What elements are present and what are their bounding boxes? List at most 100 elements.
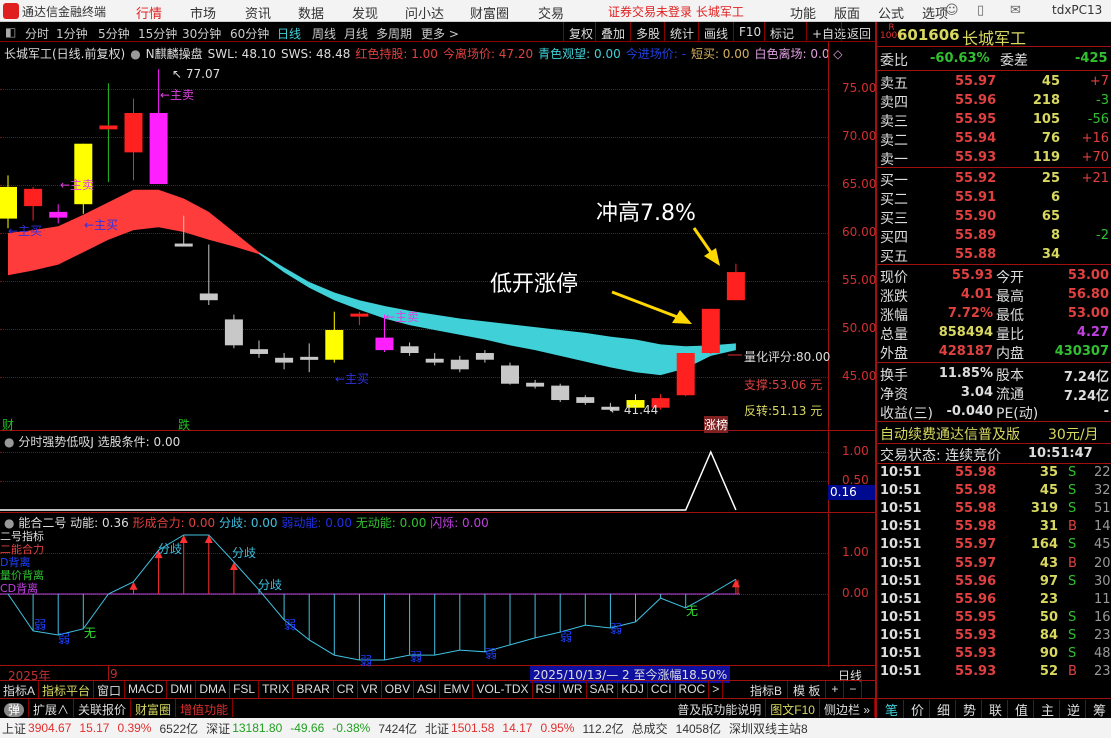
book-price[interactable]: 55.89 [955,228,997,243]
candle-body[interactable] [99,125,118,130]
indicator-tab[interactable]: 窗口 [94,681,126,698]
candle-body[interactable] [475,353,494,360]
candle-body[interactable] [199,293,218,301]
help-button[interactable]: 普及版功能说明 [673,699,767,717]
book-price[interactable]: 55.93 [955,150,997,165]
indicator-tab[interactable]: − [844,681,863,698]
f10-button[interactable]: 图文F10 [766,699,820,717]
book-price[interactable]: 55.94 [955,131,997,146]
period-tab[interactable]: 周线 [312,27,337,41]
collapse-icon[interactable]: ● [4,435,15,449]
indicator-tab[interactable]: CR [334,681,359,698]
tool-button[interactable]: 复权 [563,22,598,42]
indicator-tab[interactable]: DMA [196,681,231,698]
right-tab[interactable]: 逆 [1062,700,1087,719]
candle-body[interactable] [174,243,193,247]
right-tab[interactable]: 主 [1036,700,1061,719]
indicator-tab[interactable]: SAR [587,681,619,698]
indicator-name[interactable]: N麒麟操盘 [145,47,203,61]
user-name[interactable]: tdxPC13 [1052,3,1103,17]
menu-item[interactable]: 行情 [136,7,163,22]
indicator-tab[interactable]: VOL-TDX [473,681,533,698]
book-price[interactable]: 55.88 [955,247,997,262]
indicator-tab[interactable]: BRAR [293,681,334,698]
candle-body[interactable] [49,211,68,218]
period-tab[interactable]: 更多 > [421,27,459,41]
collapse-icon[interactable]: ● [4,516,15,530]
right-tab[interactable]: 筹 [1088,700,1111,719]
menu-item[interactable]: 功能 [790,7,817,22]
menu-item[interactable]: 选项 [922,7,949,22]
indicator-tab[interactable]: MACD [125,681,168,698]
candle-body[interactable] [450,359,469,370]
candle-body[interactable] [501,365,519,384]
wealth-circle-button[interactable]: 财富圈 [131,699,177,717]
panel3-name[interactable]: 能合二号 [18,516,67,530]
tool-button[interactable]: 多股 [630,22,665,42]
related-quote-button[interactable]: 关联报价 [74,699,132,717]
candle-body[interactable] [149,113,168,185]
candle-body[interactable] [124,113,143,153]
menu-item[interactable]: 市场 [190,7,217,22]
right-tab[interactable]: 势 [958,700,983,719]
period-tab[interactable]: 15分钟 [138,27,178,41]
candle-body[interactable] [626,400,645,408]
indicator-tab[interactable]: 模 板 [788,681,827,698]
period-tab[interactable]: 5分钟 [98,27,130,41]
candle-body[interactable] [400,346,419,353]
book-price[interactable]: 55.90 [955,209,997,224]
candle-body[interactable] [701,308,720,353]
candle-body[interactable] [526,382,545,387]
value-add-button[interactable]: 增值功能 [176,699,234,717]
indicator-tab[interactable]: 指标平台 [39,681,95,698]
indicator-tab[interactable]: WR [560,681,587,698]
extend-button[interactable]: 扩展∧ [29,699,75,717]
candle-body[interactable] [74,143,93,205]
sidebar-toggle-icon[interactable]: ◧ [5,25,17,39]
indicator-tab[interactable]: ASI [414,681,441,698]
indicator-tab[interactable]: KDJ [618,681,648,698]
indicator-tab[interactable]: 指标A [0,681,40,698]
chat-icon[interactable]: ☺ [945,3,959,18]
candle-body[interactable] [300,356,319,360]
menu-item[interactable]: 资讯 [245,7,272,22]
candle-body[interactable] [224,319,243,346]
candle-body[interactable] [651,398,670,408]
menu-item[interactable]: 公式 [878,7,905,22]
candle-body[interactable] [24,188,43,207]
tool-button[interactable]: F10 [733,22,766,42]
book-price[interactable]: 55.91 [955,190,997,205]
tool-button[interactable]: 画线 [698,22,733,42]
candle-body[interactable] [275,357,294,363]
tool-button[interactable]: +自选 [806,22,851,42]
candle-body[interactable] [551,385,570,401]
indicator-tab[interactable]: + [826,681,845,698]
indicator-tab[interactable]: DMI [167,681,197,698]
login-notice[interactable]: 证券交易未登录 长城军工 [608,5,744,19]
period-tab[interactable]: 60分钟 [230,27,270,41]
candle-body[interactable] [601,406,620,410]
candle-body[interactable] [250,349,268,354]
popup-toggle[interactable]: 弹 [0,699,30,717]
promo-price[interactable]: 30元/月 [1048,427,1099,443]
sidebar-button[interactable]: 侧边栏 » [820,699,875,717]
collapse-icon[interactable]: ● [130,47,141,61]
server-status[interactable]: 深圳双线主站8 [729,721,808,736]
period-tab[interactable]: 多周期 [376,27,413,41]
mail-icon[interactable]: ✉ [1010,3,1021,18]
tool-button[interactable]: 返回 [841,22,876,42]
book-price[interactable]: 55.95 [955,112,997,127]
period-tab[interactable]: 月线 [344,27,369,41]
period-tab[interactable]: 1分钟 [56,27,88,41]
menu-item[interactable]: 版面 [834,7,861,22]
candle-body[interactable] [576,397,595,403]
menu-item[interactable]: 数据 [298,7,325,22]
right-tab[interactable]: 值 [1010,700,1035,719]
indicator-tab[interactable]: 指标B [745,681,789,698]
indicator-tab[interactable]: CCI [648,681,676,698]
indicator-tab[interactable]: ROC [676,681,710,698]
indicator-tab[interactable]: OBV [382,681,415,698]
candle-body[interactable] [375,337,394,351]
candle-body[interactable] [325,329,344,360]
candle-body[interactable] [350,313,369,317]
